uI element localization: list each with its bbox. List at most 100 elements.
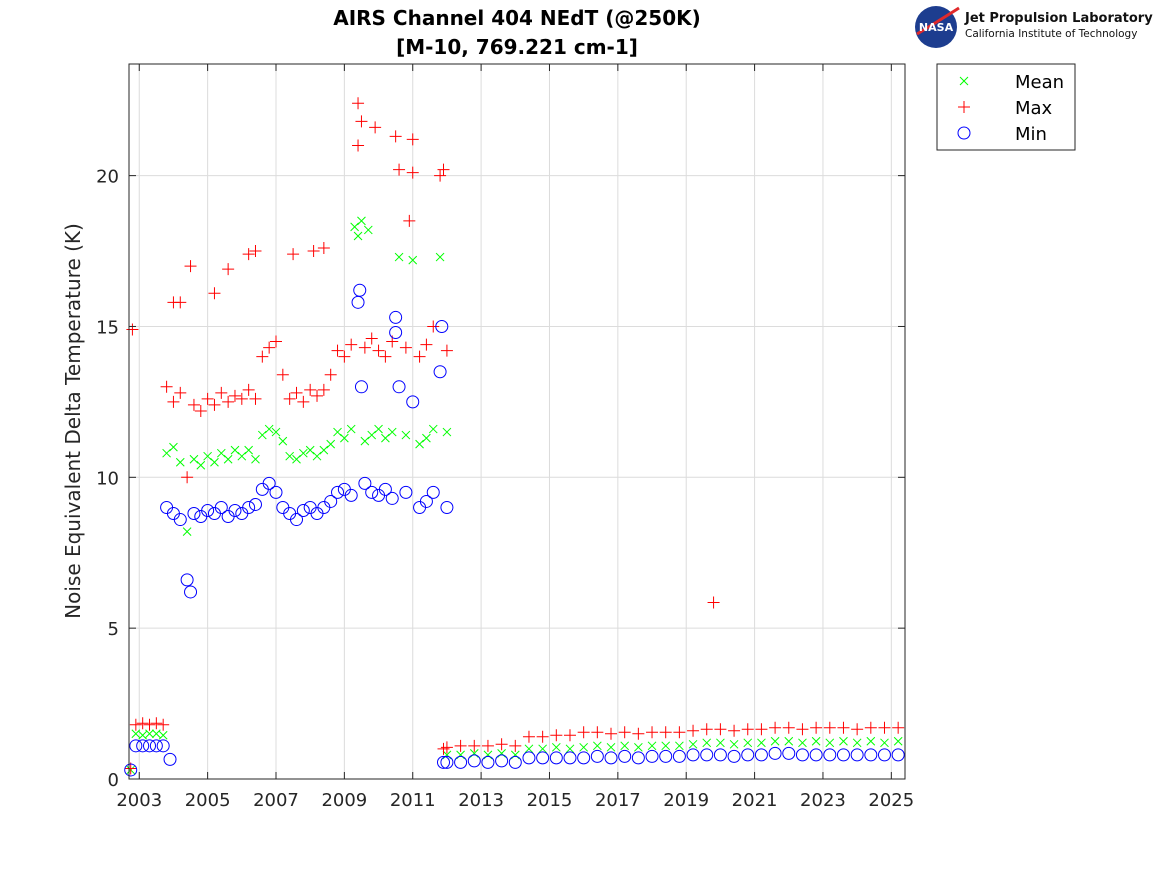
point-min — [426, 485, 440, 499]
point-min — [173, 513, 187, 527]
point-max — [864, 721, 877, 734]
point-mean — [893, 736, 903, 746]
point-mean — [729, 739, 739, 749]
point-min — [536, 751, 550, 765]
point-min — [184, 585, 198, 599]
point-mean — [363, 225, 373, 235]
point-max — [406, 133, 419, 146]
point-min — [618, 749, 632, 763]
point-max — [157, 718, 170, 731]
point-max — [276, 368, 289, 381]
point-max — [563, 729, 576, 742]
point-min — [389, 326, 403, 340]
point-max — [174, 386, 187, 399]
x-tick-label: 2009 — [321, 790, 367, 811]
y-tick-label: 5 — [108, 619, 119, 640]
legend-marker-max — [958, 101, 970, 113]
point-min — [372, 488, 386, 502]
point-max — [160, 380, 173, 393]
point-mean — [278, 436, 288, 446]
point-min — [454, 755, 468, 769]
point-min — [324, 494, 338, 508]
x-tick-label: 2011 — [390, 790, 436, 811]
point-max — [714, 723, 727, 736]
point-min — [255, 482, 269, 496]
point-min — [577, 751, 591, 765]
point-max — [796, 723, 809, 736]
point-min — [440, 500, 454, 514]
point-mean — [606, 742, 616, 752]
point-max — [372, 344, 385, 357]
point-max — [184, 260, 197, 273]
point-max — [355, 115, 368, 128]
point-min — [180, 573, 194, 587]
point-min — [713, 748, 727, 762]
point-min — [201, 503, 215, 517]
point-mean — [880, 738, 889, 748]
y-tick-label: 20 — [96, 167, 119, 188]
x-tick-label: 2023 — [800, 790, 846, 811]
point-max — [413, 350, 426, 363]
point-max — [311, 389, 324, 402]
point-max — [591, 726, 604, 739]
point-max — [365, 332, 378, 345]
point-max — [126, 323, 139, 336]
point-min — [549, 751, 563, 765]
point-min — [214, 500, 228, 514]
point-min — [768, 746, 782, 760]
point-mean — [675, 741, 684, 751]
point-min — [354, 380, 368, 394]
x-tick-label: 2015 — [527, 790, 573, 811]
point-max — [728, 724, 741, 737]
point-max — [509, 739, 522, 752]
point-max — [345, 338, 358, 351]
point-min — [864, 748, 878, 762]
point-min — [437, 755, 451, 769]
point-max — [420, 338, 433, 351]
point-min — [508, 755, 522, 769]
x-tick-label: 2005 — [185, 790, 231, 811]
point-min — [392, 380, 406, 394]
point-mean — [565, 744, 575, 754]
point-mean — [702, 738, 712, 748]
point-max — [687, 724, 700, 737]
x-tick-label: 2007 — [253, 790, 299, 811]
point-min — [156, 739, 170, 753]
x-tick-label: 2003 — [116, 790, 162, 811]
point-min — [365, 485, 379, 499]
legend-label-min: Min — [1015, 124, 1047, 145]
point-min — [741, 748, 755, 762]
point-min — [160, 500, 174, 514]
point-mean — [360, 436, 370, 446]
point-max — [440, 741, 453, 754]
x-tick-label: 2017 — [595, 790, 641, 811]
point-mean — [203, 451, 212, 461]
point-mean — [353, 231, 363, 241]
point-max — [317, 242, 330, 255]
point-min — [399, 485, 413, 499]
title-line: AIRS Channel 404 NEdT (@250K) — [333, 6, 701, 30]
point-max — [287, 248, 300, 261]
point-min — [310, 507, 324, 521]
point-mean — [401, 430, 411, 440]
point-mean — [825, 738, 835, 748]
point-max — [536, 730, 549, 743]
point-min — [631, 751, 645, 765]
point-max — [892, 721, 905, 734]
point-max — [741, 723, 754, 736]
point-min — [754, 748, 768, 762]
point-max — [481, 739, 494, 752]
point-mean — [138, 730, 148, 740]
point-min — [727, 749, 741, 763]
point-max — [242, 383, 255, 396]
point-max — [222, 395, 235, 408]
point-min — [248, 497, 262, 511]
point-max — [222, 263, 235, 276]
legend: Mean Max Min — [936, 63, 1076, 151]
point-min — [296, 503, 310, 517]
point-min — [303, 500, 317, 514]
point-min — [344, 488, 358, 502]
point-min — [413, 500, 427, 514]
point-min — [290, 513, 304, 527]
point-mean — [551, 742, 561, 752]
